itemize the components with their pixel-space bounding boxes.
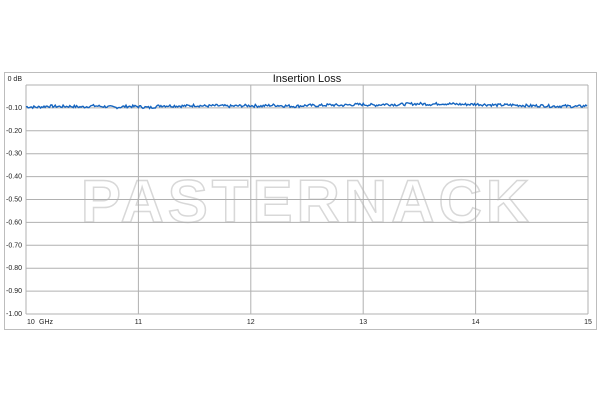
y-tick-label: -0.90	[6, 288, 22, 295]
y-tick-label: -1.00	[6, 311, 22, 318]
y-tick-label: -0.70	[6, 242, 22, 249]
x-axis-label: GHz	[39, 319, 54, 326]
x-tick-label: 10	[27, 319, 35, 326]
chart-frame	[4, 72, 597, 330]
y-tick-label: -0.50	[6, 197, 22, 204]
y-tick-label: -0.40	[6, 174, 22, 181]
x-tick-label: 14	[472, 319, 480, 326]
y-tick-label: -0.20	[6, 128, 22, 135]
y-tick-label: -0.30	[6, 151, 22, 158]
x-tick-label: 11	[135, 319, 142, 326]
y-tick-label: -0.10	[6, 105, 22, 112]
insertion-loss-series-line	[25, 101, 588, 110]
y-tick-label: 0 dB	[8, 76, 23, 83]
x-tick-label: 15	[584, 319, 592, 326]
x-tick-label: 12	[247, 319, 255, 326]
y-tick-label: -0.60	[6, 219, 22, 226]
y-tick-label: -0.80	[6, 265, 22, 272]
chart-title: Insertion Loss	[273, 73, 342, 85]
x-tick-label: 13	[359, 319, 367, 326]
pasternack-watermark: PASTERNACK	[81, 168, 533, 235]
